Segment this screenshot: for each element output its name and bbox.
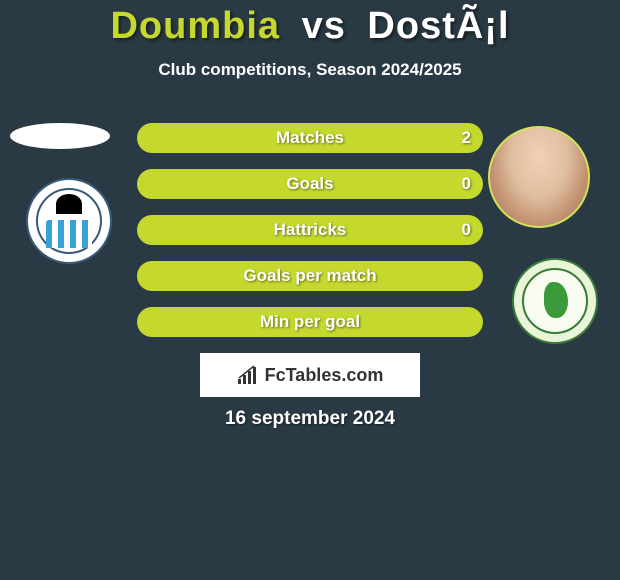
stat-label: Hattricks: [137, 215, 483, 245]
vs-separator: vs: [302, 5, 346, 47]
stat-right-value: 0: [462, 169, 471, 199]
stat-row-hattricks: Hattricks 0: [137, 215, 483, 245]
infographic-root: Doumbia vs DostÃ¡l Club competitions, Se…: [0, 0, 620, 580]
stat-row-goals-per-match: Goals per match: [137, 261, 483, 291]
watermark-text: FcTables.com: [265, 365, 384, 386]
comparison-title: Doumbia vs DostÃ¡l: [0, 0, 620, 48]
player2-avatar: [488, 126, 590, 228]
stat-label: Matches: [137, 123, 483, 153]
chart-icon: [237, 365, 259, 385]
stat-label: Goals per match: [137, 261, 483, 291]
stats-panel: Matches 2 Goals 0 Hattricks 0 Goals per …: [137, 123, 483, 353]
club1-badge-detail: [56, 194, 82, 214]
stat-right-value: 0: [462, 215, 471, 245]
club2-badge-detail: [544, 282, 568, 318]
stat-row-min-per-goal: Min per goal: [137, 307, 483, 337]
club2-badge: [512, 258, 598, 344]
player2-name: DostÃ¡l: [367, 5, 509, 47]
stat-row-matches: Matches 2: [137, 123, 483, 153]
player1-avatar: [10, 123, 110, 149]
stat-label: Goals: [137, 169, 483, 199]
watermark: FcTables.com: [200, 353, 420, 397]
subtitle: Club competitions, Season 2024/2025: [0, 60, 620, 80]
player1-name: Doumbia: [110, 5, 280, 47]
date-label: 16 september 2024: [0, 408, 620, 430]
club1-badge: [26, 178, 112, 264]
stat-right-value: 2: [462, 123, 471, 153]
stat-row-goals: Goals 0: [137, 169, 483, 199]
stat-label: Min per goal: [137, 307, 483, 337]
